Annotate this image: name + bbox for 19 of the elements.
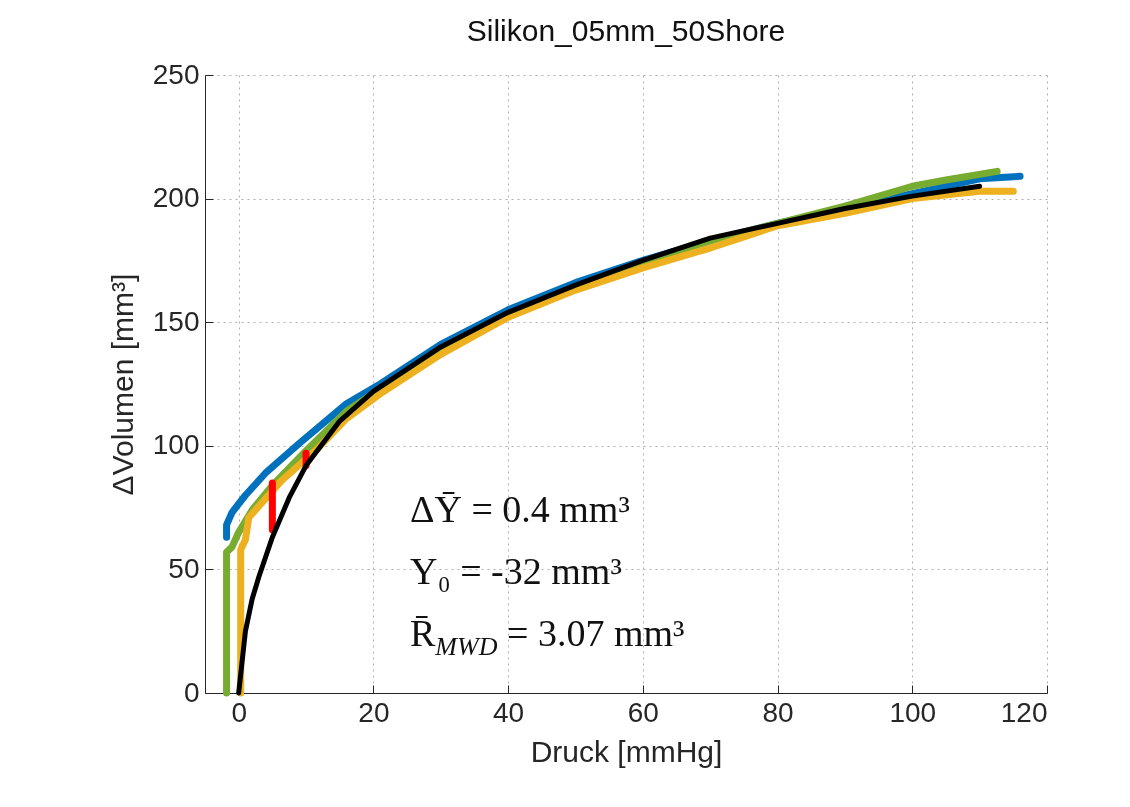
- annotation: ΔȲ = 0.4 mm³: [410, 487, 631, 532]
- y-tick-label: 250: [152, 58, 200, 90]
- x-tick-label: 20: [358, 696, 390, 728]
- y-tick-label: 50: [168, 552, 200, 584]
- x-tick-label: 80: [762, 696, 794, 728]
- x-tick-label: 0: [231, 696, 247, 728]
- y-axis-title: ΔVolumen [mm³]: [105, 273, 139, 496]
- y-tick-label: 150: [152, 305, 200, 337]
- x-tick-label: 120: [1000, 696, 1048, 728]
- y-tick-label: 0: [183, 676, 200, 708]
- x-tick-label: 60: [627, 696, 659, 728]
- x-axis-title: Druck [mmHg]: [530, 734, 723, 768]
- y-tick-label: 100: [152, 429, 200, 461]
- chart-title: Silikon_05mm_50Shore: [466, 14, 786, 47]
- x-tick-label: 100: [889, 696, 937, 728]
- annotation: Y₀ = -32 mm³: [410, 549, 623, 594]
- y-tick-label: 200: [152, 182, 200, 214]
- annotation: R̄$_{MWD}$ = 3.07 mm³: [410, 611, 685, 663]
- x-tick-label: 40: [493, 696, 525, 728]
